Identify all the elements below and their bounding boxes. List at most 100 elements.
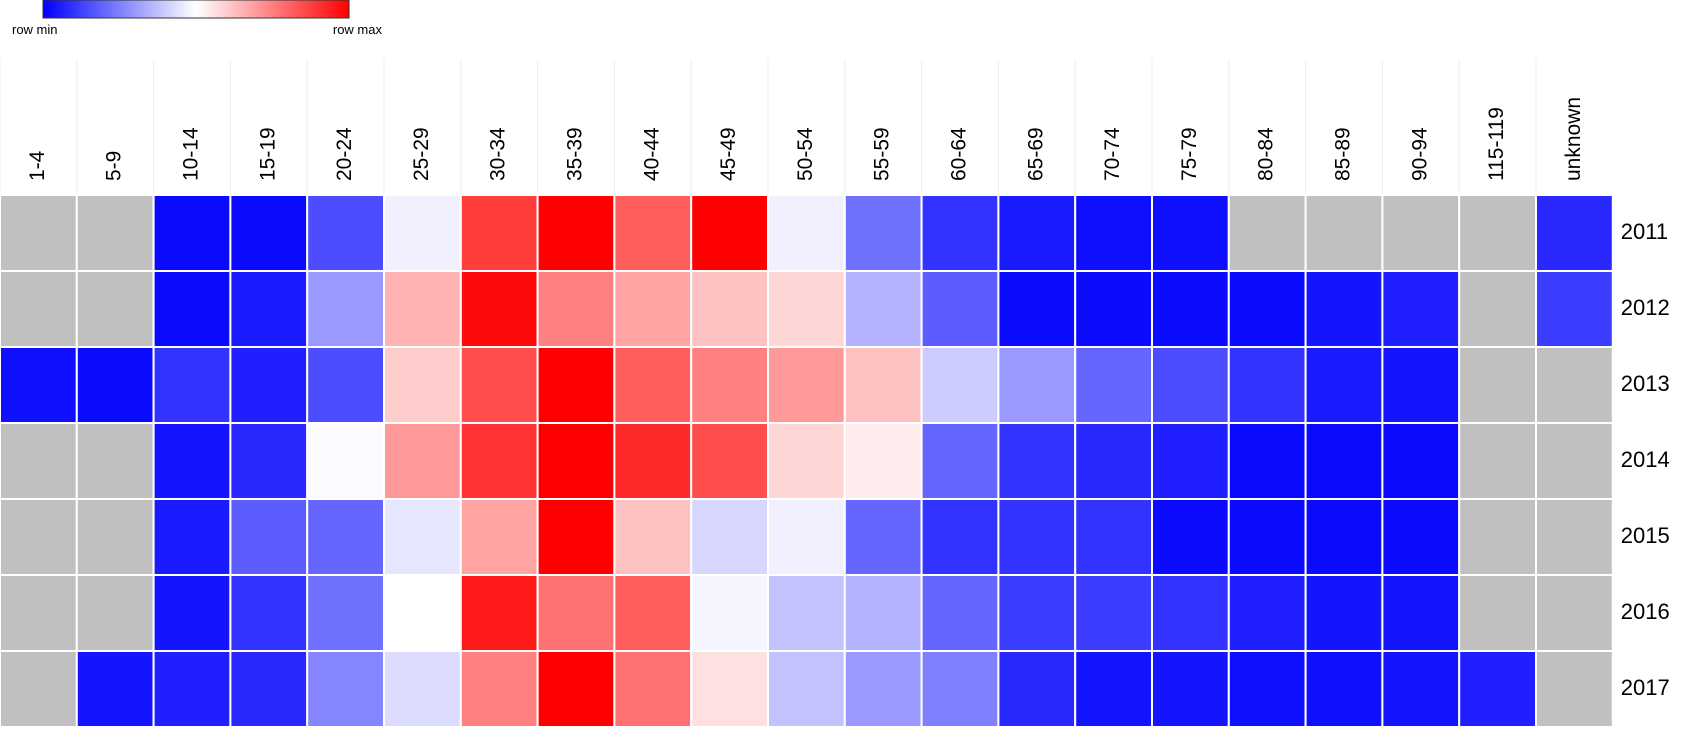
heatmap-cell	[459, 422, 539, 500]
heatmap-cell	[920, 422, 1000, 500]
missing-cell	[75, 574, 155, 652]
heatmap-cell	[920, 346, 1000, 424]
heatmap-cell	[536, 194, 616, 272]
heatmap-cell	[1304, 422, 1384, 500]
heatmap-cell	[75, 650, 155, 728]
missing-cell	[75, 194, 155, 272]
heatmap-cell	[152, 650, 232, 728]
row-label: 2012	[1621, 295, 1670, 320]
heatmap-cell	[1304, 650, 1384, 728]
heatmap-cell	[1381, 346, 1461, 424]
column-label: 115-119	[1485, 107, 1508, 181]
row-label: 2014	[1621, 447, 1670, 472]
column-label: 20-24	[333, 127, 356, 181]
heatmap-cell	[767, 346, 846, 424]
heatmap-cell	[152, 346, 232, 424]
colorbar	[42, 0, 350, 19]
heatmap-cell	[1304, 498, 1384, 576]
legend-min-label: row min	[12, 22, 58, 37]
column-label: 90-94	[1408, 127, 1431, 181]
heatmap-cell	[767, 574, 846, 652]
column-label: 50-54	[794, 127, 817, 181]
heatmap-cell	[613, 194, 693, 272]
column-label: 25-29	[410, 127, 433, 181]
heatmap-cell	[1381, 650, 1461, 728]
heatmap-cell	[997, 270, 1077, 348]
heatmap-cell	[997, 346, 1077, 424]
heatmap-cell	[1227, 650, 1307, 728]
heatmap-cell	[1227, 270, 1307, 348]
heatmap-cell	[306, 498, 386, 576]
heatmap-cell	[229, 194, 309, 272]
heatmap-cell	[459, 270, 539, 348]
missing-cell	[1458, 346, 1537, 424]
missing-cell	[1535, 650, 1614, 728]
heatmap-cell	[383, 270, 462, 348]
heatmap-cell	[152, 194, 232, 272]
heatmap-cell	[536, 498, 616, 576]
heatmap-cell	[613, 574, 693, 652]
heatmap-cell	[1227, 346, 1307, 424]
heatmap-cell	[1458, 650, 1537, 728]
heatmap-cell	[920, 194, 1000, 272]
heatmap-cell	[690, 422, 770, 500]
heatmap-cell	[229, 498, 309, 576]
heatmap-cell	[306, 650, 386, 728]
heatmap-cell	[1151, 650, 1230, 728]
column-label: unknown	[1562, 97, 1585, 181]
missing-cell	[75, 270, 155, 348]
heatmap-cell	[1227, 574, 1307, 652]
heatmap-cell	[536, 270, 616, 348]
row-label: 2016	[1621, 599, 1670, 624]
missing-cell	[1458, 574, 1537, 652]
column-label: 75-79	[1178, 127, 1201, 181]
heatmap-cell	[0, 346, 78, 424]
heatmap-cell	[536, 650, 616, 728]
missing-cell	[1535, 498, 1614, 576]
row-label: 2017	[1621, 675, 1670, 700]
missing-cell	[1304, 194, 1384, 272]
heatmap-cell	[613, 650, 693, 728]
column-label: 35-39	[564, 127, 587, 181]
heatmap-cell	[306, 270, 386, 348]
heatmap-cell	[459, 650, 539, 728]
heatmap-cell	[459, 574, 539, 652]
heatmap-cell	[536, 574, 616, 652]
heatmap-cell	[690, 650, 770, 728]
heatmap-cell	[1074, 422, 1153, 500]
row-label: 2011	[1621, 219, 1668, 244]
heatmap-cell	[613, 270, 693, 348]
heatmap-cell	[1304, 270, 1384, 348]
heatmap-cell	[152, 270, 232, 348]
heatmap-cell	[383, 498, 462, 576]
legend-max-label: row max	[333, 22, 383, 37]
heatmap-cell	[1151, 270, 1230, 348]
heatmap-cell	[1074, 498, 1153, 576]
heatmap-cell	[1074, 574, 1153, 652]
heatmap-cell	[383, 574, 462, 652]
heatmap-cell	[997, 650, 1077, 728]
missing-cell	[1381, 194, 1461, 272]
heatmap-cell	[997, 194, 1077, 272]
heatmap-cell	[843, 194, 923, 272]
missing-cell	[1535, 422, 1614, 500]
heatmap-cell	[459, 498, 539, 576]
heatmap-cell	[1304, 346, 1384, 424]
heatmap-cell	[536, 346, 616, 424]
heatmap-cell	[459, 194, 539, 272]
heatmap-cell	[306, 346, 386, 424]
heatmap-cell	[690, 270, 770, 348]
column-label: 5-9	[103, 151, 126, 181]
heatmap-cell	[997, 574, 1077, 652]
heatmap-cell	[1381, 422, 1461, 500]
heatmap-cell	[152, 498, 232, 576]
heatmap-cell	[383, 422, 462, 500]
missing-cell	[75, 422, 155, 500]
missing-cell	[1458, 270, 1537, 348]
heatmap-cell	[1151, 194, 1230, 272]
heatmap-cell	[1151, 346, 1230, 424]
heatmap-cell	[997, 498, 1077, 576]
heatmap-cell	[1381, 270, 1461, 348]
row-label: 2015	[1621, 523, 1670, 548]
